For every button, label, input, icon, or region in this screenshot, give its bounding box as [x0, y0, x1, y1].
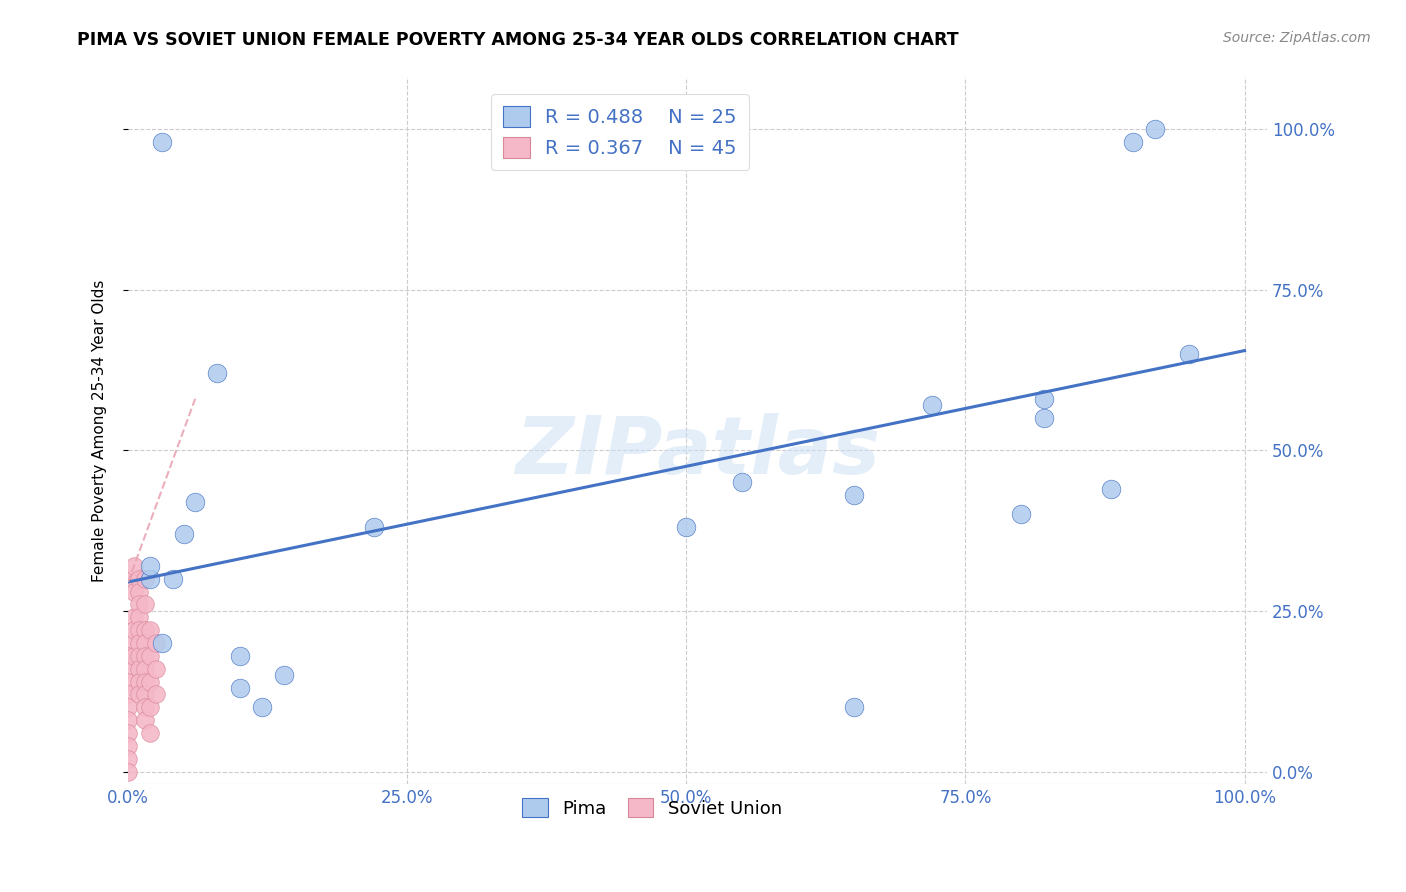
- Point: [842, 700, 865, 714]
- Point: [150, 636, 173, 650]
- Point: [1032, 411, 1054, 425]
- Point: [117, 713, 139, 727]
- Point: [139, 648, 162, 663]
- Point: [117, 752, 139, 766]
- Point: [1122, 135, 1144, 149]
- Point: [1010, 508, 1032, 522]
- Point: [139, 558, 162, 573]
- Point: [139, 700, 162, 714]
- Point: [128, 648, 150, 663]
- Point: [184, 494, 207, 508]
- Point: [134, 688, 156, 702]
- Point: [145, 688, 167, 702]
- Point: [134, 623, 156, 637]
- Point: [842, 488, 865, 502]
- Point: [117, 636, 139, 650]
- Text: PIMA VS SOVIET UNION FEMALE POVERTY AMONG 25-34 YEAR OLDS CORRELATION CHART: PIMA VS SOVIET UNION FEMALE POVERTY AMON…: [77, 31, 959, 49]
- Point: [731, 475, 754, 490]
- Point: [117, 648, 139, 663]
- Point: [675, 520, 697, 534]
- Point: [162, 572, 184, 586]
- Point: [1032, 392, 1054, 406]
- Point: [921, 398, 943, 412]
- Point: [117, 662, 139, 676]
- Point: [122, 610, 145, 624]
- Point: [229, 648, 252, 663]
- Point: [134, 598, 156, 612]
- Point: [145, 662, 167, 676]
- Point: [122, 584, 145, 599]
- Point: [128, 598, 150, 612]
- Point: [128, 610, 150, 624]
- Point: [128, 584, 150, 599]
- Point: [134, 700, 156, 714]
- Point: [134, 662, 156, 676]
- Point: [139, 674, 162, 689]
- Point: [134, 636, 156, 650]
- Point: [139, 726, 162, 740]
- Point: [173, 526, 195, 541]
- Point: [363, 520, 385, 534]
- Point: [122, 623, 145, 637]
- Point: [139, 623, 162, 637]
- Point: [207, 366, 229, 380]
- Text: Source: ZipAtlas.com: Source: ZipAtlas.com: [1223, 31, 1371, 45]
- Point: [117, 739, 139, 753]
- Point: [128, 688, 150, 702]
- Point: [117, 726, 139, 740]
- Point: [128, 636, 150, 650]
- Point: [150, 135, 173, 149]
- Point: [139, 572, 162, 586]
- Point: [117, 688, 139, 702]
- Point: [145, 636, 167, 650]
- Point: [134, 572, 156, 586]
- Point: [117, 764, 139, 779]
- Point: [122, 558, 145, 573]
- Y-axis label: Female Poverty Among 25-34 Year Olds: Female Poverty Among 25-34 Year Olds: [93, 280, 107, 582]
- Point: [1144, 121, 1167, 136]
- Point: [1099, 482, 1122, 496]
- Point: [117, 572, 139, 586]
- Point: [1177, 347, 1199, 361]
- Point: [128, 572, 150, 586]
- Point: [134, 674, 156, 689]
- Point: [128, 674, 150, 689]
- Point: [229, 681, 252, 695]
- Point: [117, 700, 139, 714]
- Point: [273, 668, 295, 682]
- Point: [134, 648, 156, 663]
- Point: [128, 623, 150, 637]
- Point: [134, 713, 156, 727]
- Point: [122, 648, 145, 663]
- Point: [117, 674, 139, 689]
- Point: [250, 700, 273, 714]
- Legend: Pima, Soviet Union: Pima, Soviet Union: [515, 790, 789, 825]
- Text: ZIPatlas: ZIPatlas: [515, 413, 880, 491]
- Point: [128, 662, 150, 676]
